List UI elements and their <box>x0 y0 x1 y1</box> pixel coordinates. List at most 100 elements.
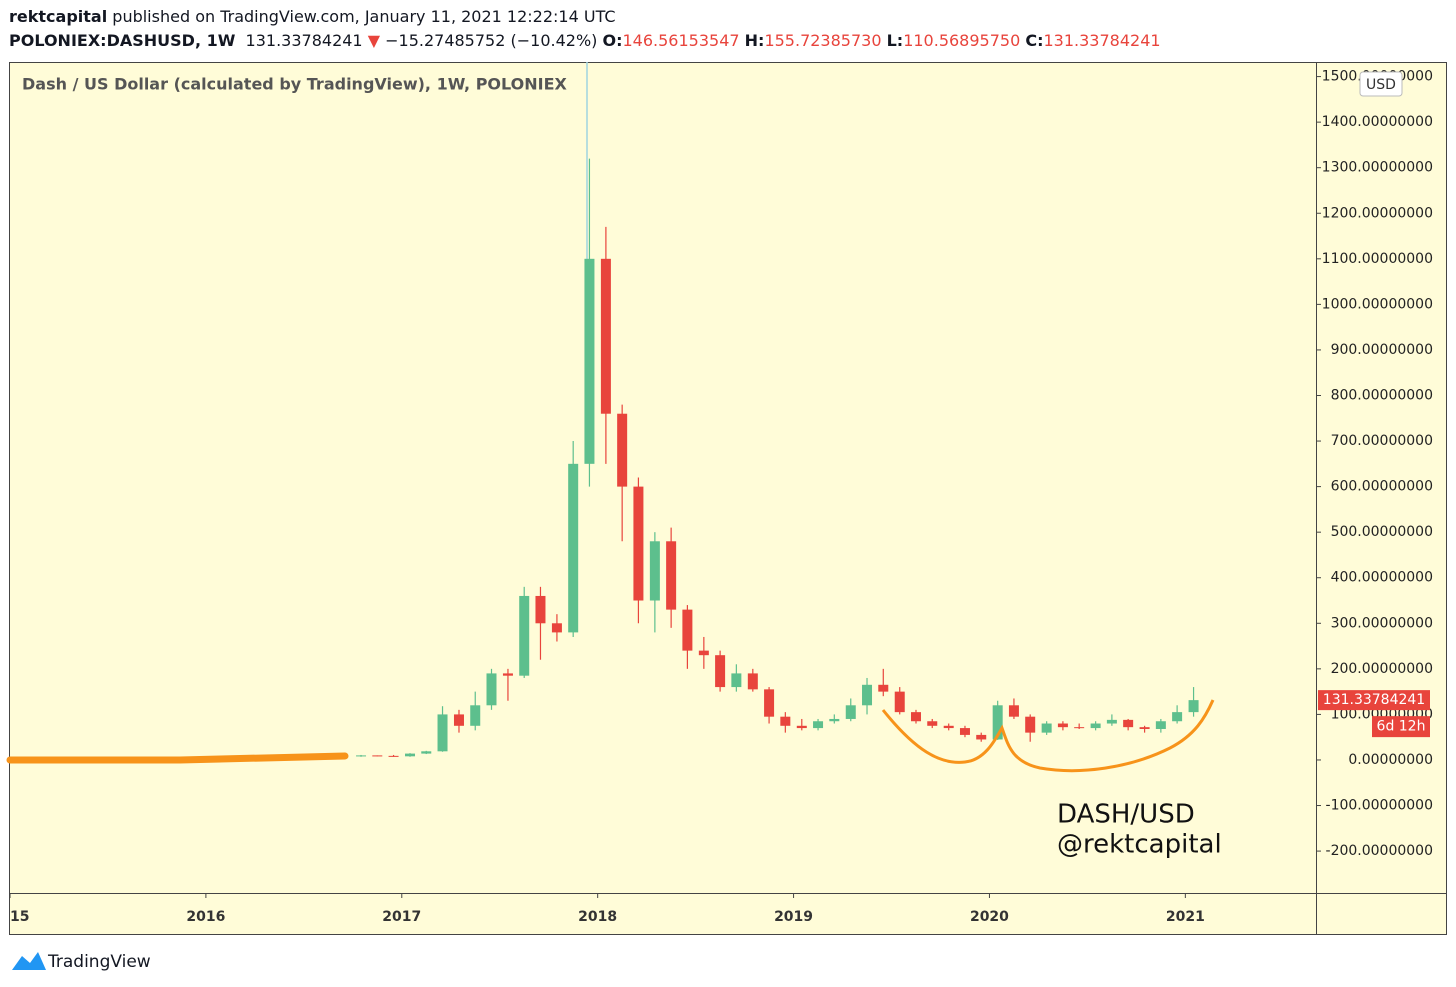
candle-body <box>1139 727 1150 729</box>
candle-body <box>600 258 611 414</box>
y-tick-label: 800.00000000 <box>1331 387 1433 403</box>
candle-body <box>535 595 546 624</box>
y-tick-label: 400.00000000 <box>1331 570 1433 586</box>
header-line-2: POLONIEX:DASHUSD, 1W 131.33784241 ▼ −15.… <box>9 29 1161 53</box>
candle-body <box>910 712 921 722</box>
y-tick-label: 1300.00000000 <box>1322 160 1433 176</box>
x-tick-label: 15 <box>10 909 29 925</box>
candle-body <box>764 689 775 717</box>
candle-body <box>959 728 970 735</box>
candle-body <box>682 609 693 651</box>
y-tick-label: -200.00000000 <box>1326 843 1433 859</box>
candle-body <box>649 541 660 601</box>
candle-body <box>437 714 448 752</box>
c-label: C: <box>1025 31 1044 50</box>
y-tick-label: 1000.00000000 <box>1322 296 1433 312</box>
candle-body <box>1172 712 1183 722</box>
candle-body <box>633 486 644 601</box>
o-label: O: <box>602 31 623 50</box>
candle-body <box>1106 719 1117 724</box>
author: rektcapital <box>9 7 108 26</box>
y-tick-label: 1200.00000000 <box>1322 205 1433 221</box>
candle-body <box>1188 700 1199 713</box>
candle-body <box>568 463 579 633</box>
candle-body <box>486 673 497 706</box>
footer: TradingView <box>12 952 151 972</box>
candle-body <box>666 541 677 610</box>
x-tick-label: 2017 <box>382 909 421 925</box>
header: rektcapital published on TradingView.com… <box>9 5 1161 53</box>
c-value: 131.33784241 <box>1043 31 1161 50</box>
candle-body <box>1123 719 1134 728</box>
l-value: 110.56895750 <box>903 31 1021 50</box>
candle-body <box>698 650 709 656</box>
candle-body <box>1074 727 1085 729</box>
logo <box>12 952 46 970</box>
x-tick-label: 2016 <box>186 909 225 925</box>
chart-title: Dash / US Dollar (calculated by TradingV… <box>22 75 568 94</box>
currency: USD <box>1366 77 1396 93</box>
y-tick-label: 600.00000000 <box>1331 479 1433 495</box>
x-tick-label: 2018 <box>578 909 617 925</box>
last-price-tag <box>1318 690 1430 711</box>
countdown-tag <box>1372 716 1430 738</box>
candle-body <box>829 718 840 722</box>
y-tick-label: -100.00000000 <box>1326 798 1433 814</box>
y-tick-label: 700.00000000 <box>1331 433 1433 449</box>
candle-body <box>927 721 938 726</box>
candles <box>356 158 1199 757</box>
candle-body <box>894 691 905 713</box>
last-price-label: 131.33784241 <box>1323 692 1425 708</box>
candle-body <box>1155 721 1166 729</box>
published: published on TradingView.com, January 11… <box>112 7 616 26</box>
l-label: L: <box>886 31 904 50</box>
candle-body <box>845 705 856 719</box>
x-tick-label: 2019 <box>774 909 813 925</box>
y-tick-label: 300.00000000 <box>1331 615 1433 631</box>
brand: TradingView <box>47 952 151 972</box>
candle-body <box>405 753 416 757</box>
y-tick-label: 0.00000000 <box>1348 752 1433 768</box>
candle-body <box>731 673 742 688</box>
header-line-1: rektcapital published on TradingView.com… <box>9 5 1161 29</box>
h-value: 155.72385730 <box>764 31 882 50</box>
candle-body <box>388 755 399 757</box>
candle-body <box>502 673 513 676</box>
drawn-curve <box>881 699 1215 773</box>
candle-body <box>862 684 873 706</box>
change: −15.27485752 (−10.42%) <box>385 31 598 50</box>
drawn-line <box>6 752 349 764</box>
candle-body <box>747 673 758 690</box>
y-tick-label: 1400.00000000 <box>1322 114 1433 130</box>
candle-body <box>1025 716 1036 733</box>
down-arrow: ▼ <box>367 31 381 50</box>
candle-body <box>780 716 791 726</box>
y-tick-label: 900.00000000 <box>1331 342 1433 358</box>
countdown: 6d 12h <box>1377 719 1426 735</box>
price: 131.33784241 <box>245 31 363 50</box>
candle-body <box>470 705 481 726</box>
candle-body <box>813 721 824 729</box>
candle-body <box>1008 705 1019 717</box>
x-tick-label: 2021 <box>1166 909 1205 925</box>
candle-body <box>796 725 807 729</box>
candle-body <box>943 725 954 729</box>
candle-body <box>1090 723 1101 729</box>
candle-body <box>878 684 889 692</box>
candle-body <box>992 705 1003 740</box>
candle-body <box>617 413 628 487</box>
candle-body <box>372 755 383 757</box>
o-value: 146.56153547 <box>622 31 740 50</box>
y-tick-label: 500.00000000 <box>1331 524 1433 540</box>
x-tick-label: 2020 <box>970 909 1009 925</box>
plot-background <box>9 62 1447 935</box>
candle-body <box>453 714 464 726</box>
candle-body <box>1057 723 1068 728</box>
symbol: POLONIEX:DASHUSD, 1W <box>9 31 236 50</box>
annotation: DASH/USD <box>1057 800 1195 830</box>
h-label: H: <box>744 31 765 50</box>
candle-body <box>356 755 367 757</box>
y-tick-label: 1100.00000000 <box>1322 251 1433 267</box>
